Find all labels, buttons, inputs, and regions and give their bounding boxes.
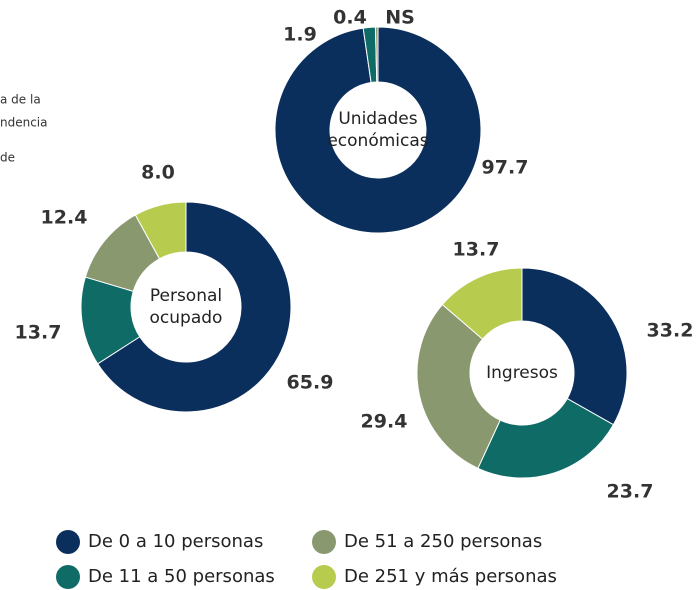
fragment: ndencia xyxy=(0,116,48,130)
legend-swatch xyxy=(56,565,80,589)
center-label: ocupado xyxy=(150,308,223,328)
donut-segment xyxy=(97,201,292,413)
fragment: a de la xyxy=(0,93,41,107)
value-label: 0.4 xyxy=(333,7,367,29)
value-label: 97.7 xyxy=(482,157,529,179)
value-label: 33.2 xyxy=(647,320,694,342)
legend-label: De 0 a 10 personas xyxy=(88,531,263,552)
legend-swatch xyxy=(56,530,80,554)
legend-label: De 251 y más personas xyxy=(344,566,557,587)
legend-swatch xyxy=(312,530,336,554)
value-label: 65.9 xyxy=(287,372,334,394)
donut-segment xyxy=(274,26,482,234)
value-label: 29.4 xyxy=(361,411,408,433)
legend-swatch xyxy=(312,565,336,589)
value-label: 8.0 xyxy=(141,162,175,184)
fragment: de xyxy=(0,151,15,165)
value-label: 12.4 xyxy=(41,207,88,229)
center-label: Personal xyxy=(150,286,222,306)
center-label: económicas xyxy=(327,131,428,151)
legend-label: De 51 a 250 personas xyxy=(344,531,542,552)
donut-segment xyxy=(521,267,628,426)
donut-segment xyxy=(134,201,187,260)
donut-segment xyxy=(416,303,501,469)
value-label: NS xyxy=(385,7,415,29)
donut-segment xyxy=(441,267,523,340)
value-label: 1.9 xyxy=(283,24,317,46)
value-label: 23.7 xyxy=(607,481,654,503)
value-label: 13.7 xyxy=(453,239,500,261)
center-label: Unidades xyxy=(338,109,417,129)
center-label: Ingresos xyxy=(486,363,558,383)
legend-label: De 11 a 50 personas xyxy=(88,566,275,587)
donut-segment xyxy=(374,26,379,83)
donut-segment xyxy=(477,397,615,479)
value-label: 13.7 xyxy=(15,322,62,344)
